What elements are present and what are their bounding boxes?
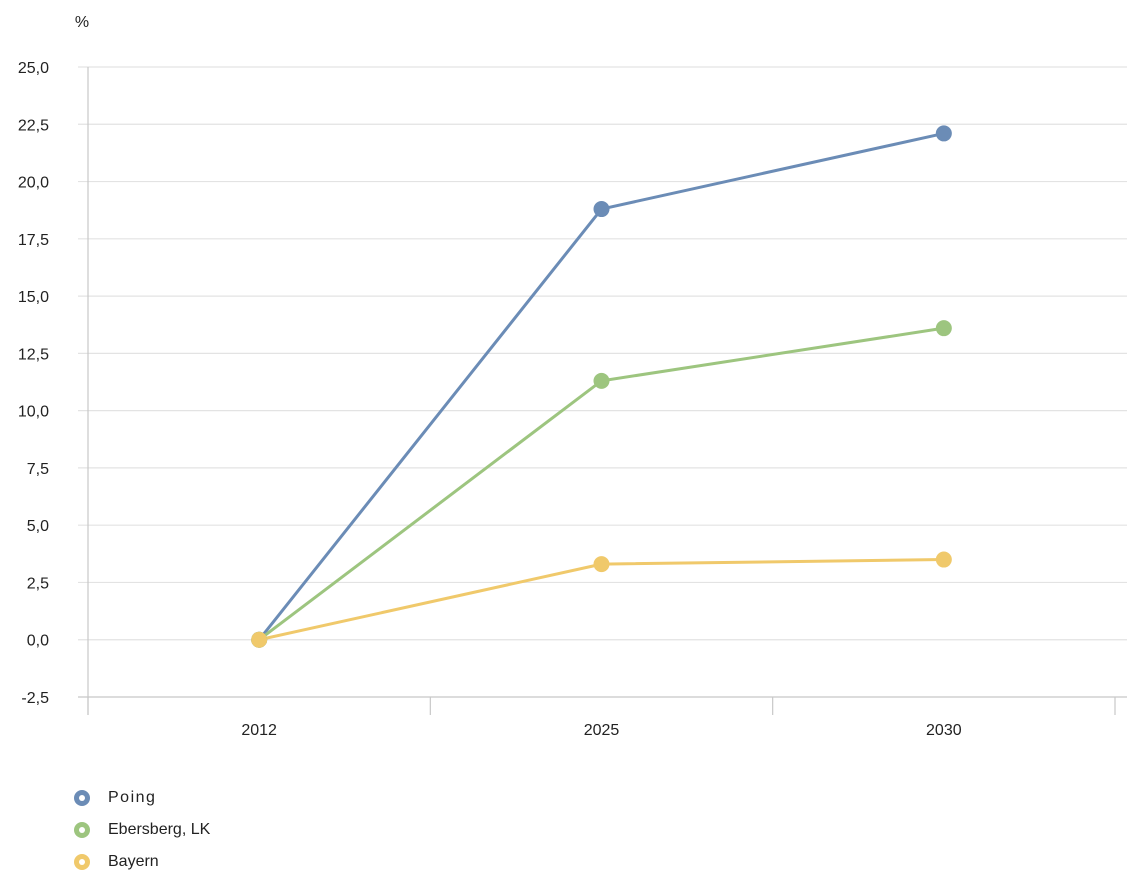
series-lines [251, 125, 952, 648]
data-point[interactable] [935, 125, 952, 142]
legend-label: Ebersberg, LK [108, 821, 211, 838]
x-tick-label: 2012 [241, 722, 277, 739]
tick-labels: % -2,5 0,0 2,5 5,0 7,5 10,0 12,5 15,0 17,5 20,0 22… [18, 14, 962, 739]
legend-label: Poing [108, 789, 157, 806]
y-tick-label: 12,5 [18, 346, 49, 363]
y-tick-label: 10,0 [18, 404, 49, 421]
line-chart-svg: % -2,5 0,0 2,5 5,0 7,5 10,0 12,5 15,0 17,5 20,0 22… [18, 14, 1127, 739]
legend-marker-icon [74, 790, 90, 806]
legend-item-poing[interactable]: Poing [72, 782, 210, 814]
x-tick-label: 2030 [926, 722, 962, 739]
y-tick-label: 22,5 [18, 117, 49, 134]
x-tick-label: 2025 [584, 722, 620, 739]
y-tick-label: 0,0 [27, 633, 49, 650]
data-point[interactable] [935, 551, 952, 568]
data-point[interactable] [593, 201, 610, 218]
y-tick-label: 17,5 [18, 232, 49, 249]
data-point[interactable] [935, 320, 952, 337]
y-tick-label: 5,0 [27, 518, 49, 535]
axes [87, 67, 1116, 715]
data-point[interactable] [593, 372, 610, 389]
data-point[interactable] [593, 556, 610, 573]
y-tick-label: 2,5 [27, 575, 49, 592]
y-tick-label: 25,0 [18, 60, 49, 77]
legend: Poing Ebersberg, LK Bayern [72, 782, 210, 878]
data-point[interactable] [251, 631, 268, 648]
y-tick-label: 20,0 [18, 175, 49, 192]
y-axis-unit-label: % [75, 14, 89, 31]
y-tick-label: 15,0 [18, 289, 49, 306]
legend-item-ebersberg[interactable]: Ebersberg, LK [72, 814, 210, 846]
legend-item-bayern[interactable]: Bayern [72, 846, 210, 878]
y-tick-label: 7,5 [27, 461, 49, 478]
legend-marker-icon [74, 854, 90, 870]
legend-marker-icon [74, 822, 90, 838]
legend-label: Bayern [108, 853, 159, 870]
y-tick-label: -2,5 [21, 690, 49, 707]
